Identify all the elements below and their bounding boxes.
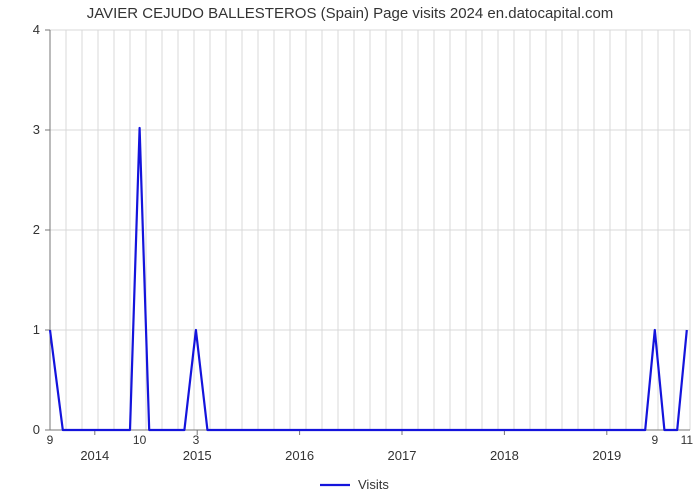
legend-label: Visits <box>358 477 389 492</box>
x-tick-label: 2016 <box>285 448 314 463</box>
y-tick-label: 0 <box>33 422 40 437</box>
x-tick-label: 2018 <box>490 448 519 463</box>
x-axis-ticks: 2014 2015 2016 2017 2018 2019 <box>80 430 621 463</box>
point-value-label: 3 <box>193 433 200 447</box>
x-tick-label: 2017 <box>388 448 417 463</box>
visits-line-chart: JAVIER CEJUDO BALLESTEROS (Spain) Page v… <box>0 0 700 500</box>
legend: Visits <box>320 477 389 492</box>
point-value-label: 11 <box>681 433 694 447</box>
value-labels: 9 10 3 9 11 <box>47 433 694 447</box>
point-value-label: 9 <box>651 433 658 447</box>
y-tick-label: 1 <box>33 322 40 337</box>
point-value-label: 10 <box>133 433 147 447</box>
grid-vertical <box>50 30 690 430</box>
y-axis-ticks: 0 1 2 3 4 <box>33 22 50 437</box>
y-tick-label: 3 <box>33 122 40 137</box>
y-tick-label: 2 <box>33 222 40 237</box>
chart-title: JAVIER CEJUDO BALLESTEROS (Spain) Page v… <box>87 5 614 22</box>
point-value-label: 9 <box>47 433 54 447</box>
x-tick-label: 2019 <box>592 448 621 463</box>
chart-svg: JAVIER CEJUDO BALLESTEROS (Spain) Page v… <box>0 0 700 500</box>
x-tick-label: 2014 <box>80 448 109 463</box>
y-tick-label: 4 <box>33 22 40 37</box>
x-tick-label: 2015 <box>183 448 212 463</box>
